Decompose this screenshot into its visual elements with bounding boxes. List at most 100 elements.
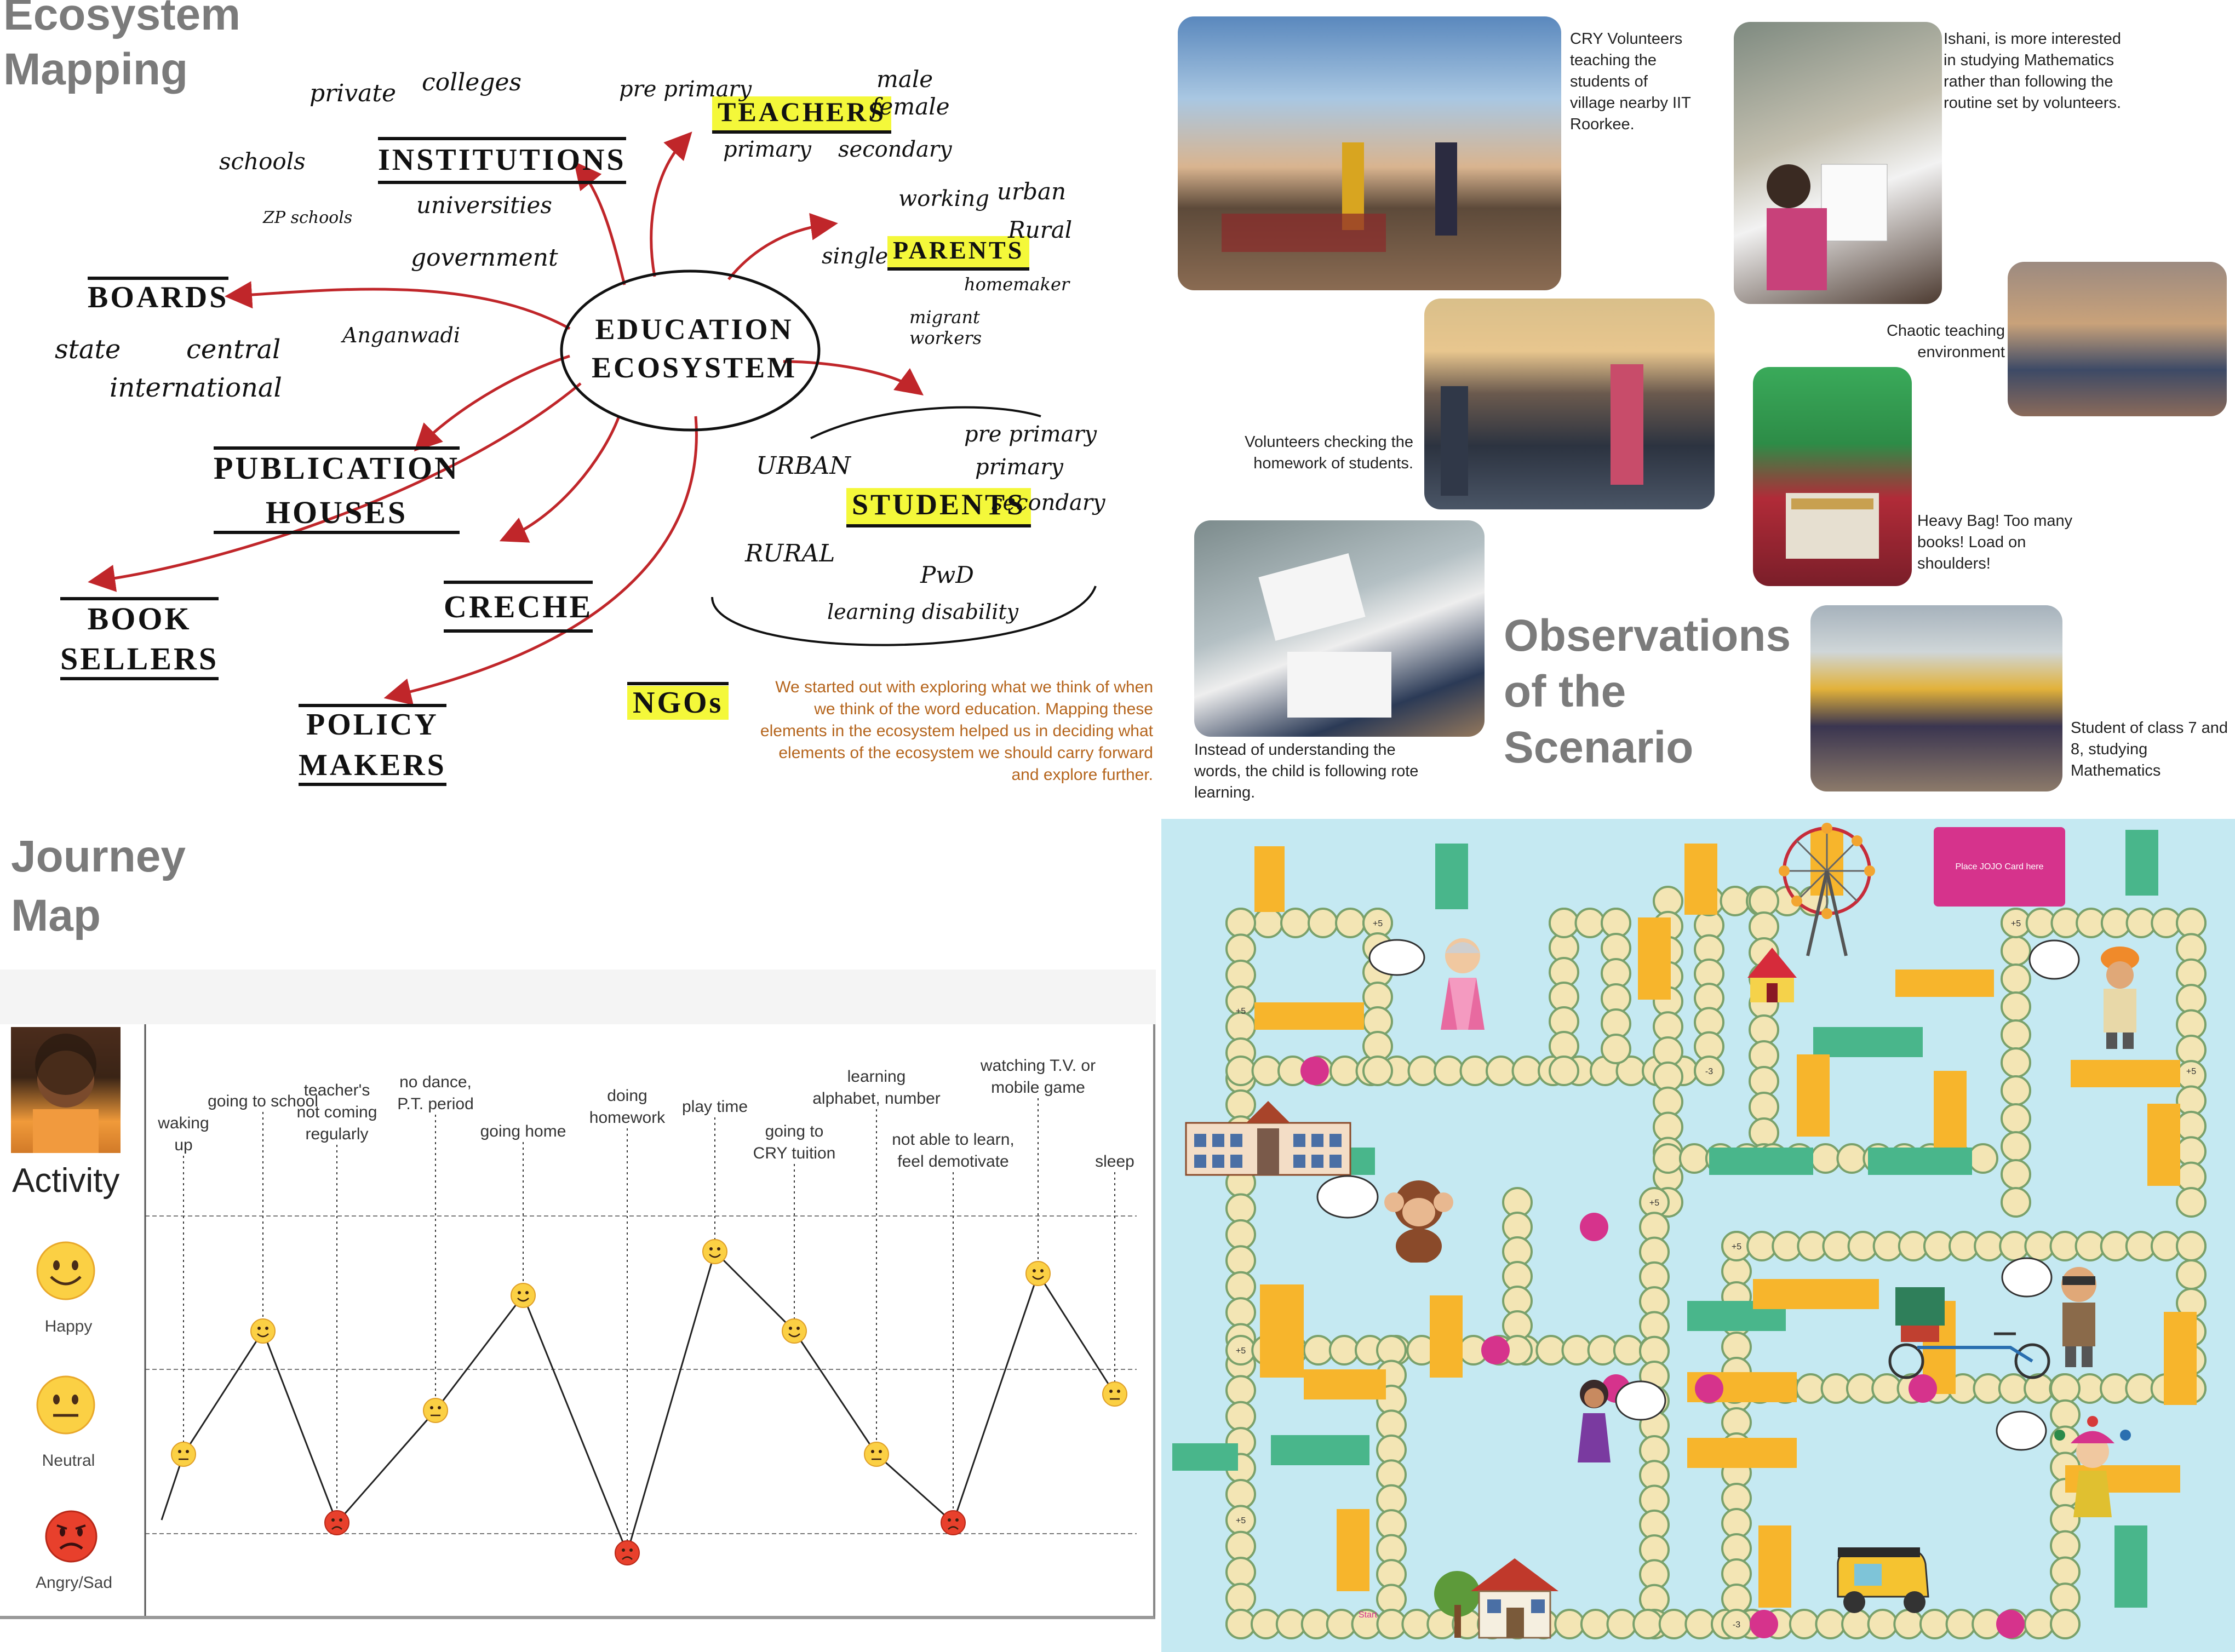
ngos-node: NGOs (627, 682, 729, 720)
board-tile (2001, 1103, 2031, 1134)
board-tile (1329, 1056, 1360, 1086)
parents-homemaker: homemaker (964, 274, 1070, 295)
board-tile (2001, 991, 2031, 1022)
ecosystem-title-line1: Ecosystem (3, 0, 241, 39)
teachers-male: male (876, 66, 933, 93)
board-tile (2050, 1609, 2081, 1639)
boards-state: state (55, 334, 121, 365)
mood-sad-icon (324, 1510, 349, 1535)
ecosystem-title-line2: Mapping (3, 44, 188, 94)
arrow-policy (383, 416, 698, 705)
boards-international: international (110, 372, 282, 403)
game-card (1337, 1509, 1369, 1591)
observations-title-line1: Observations (1504, 611, 1791, 661)
game-card (1895, 970, 1994, 997)
board-tile (1225, 1478, 1256, 1510)
board-tile (1303, 1335, 1334, 1366)
ecosystem-title: Ecosystem Mapping (3, 0, 240, 92)
institutions-universities: universities (416, 192, 552, 219)
photo-rote-learning (1194, 520, 1485, 737)
board-tile (2001, 1159, 2031, 1190)
booksellers-line2: SELLERS (60, 641, 219, 676)
mood-happy-icon (1025, 1261, 1051, 1286)
jojo-card-slot[interactable]: Place JOJO Card here (1934, 827, 2065, 907)
board-tile (1749, 1117, 1779, 1148)
board-tile (1328, 1335, 1360, 1366)
center-node: EDUCATION ECOSYSTEM (592, 312, 797, 385)
special-tile (1909, 1374, 1937, 1403)
board-tile (2001, 1187, 2031, 1218)
board-tile (1225, 1219, 1256, 1250)
board-tile (2050, 1582, 2081, 1614)
board-tile (1945, 1609, 1976, 1639)
activity-label-text: homework (589, 1109, 666, 1127)
board-tile (2176, 1136, 2207, 1167)
game-card (1687, 1438, 1797, 1468)
mood-happy-icon (702, 1239, 727, 1264)
board-tile (1225, 1530, 1256, 1562)
arrow-teachers (650, 131, 692, 277)
board-tile (2001, 936, 2031, 966)
photo-class-7-8 (1810, 605, 2062, 791)
parents-migrant: migrant workers (909, 307, 982, 348)
board-tile (1225, 908, 1256, 938)
game-card (1638, 917, 1671, 1000)
game-card (1868, 1148, 1972, 1175)
caption-ishani: Ishani, is more interested in studying M… (1944, 30, 2122, 112)
tile-value: -3 (1705, 1067, 1713, 1076)
center-line2: ECOSYSTEM (592, 351, 798, 384)
board-tile (1549, 908, 1579, 938)
institutions-schools: schools (219, 148, 306, 175)
mood-line (161, 1250, 1116, 1556)
board-tile (1749, 1040, 1779, 1071)
parents-working: working (898, 186, 989, 211)
legend-happy-label: Happy (44, 1317, 93, 1335)
game-card (1254, 1002, 1364, 1030)
caption-cry-volunteers: CRY Volunteers teaching the students of … (1570, 30, 1691, 133)
board-tile (1253, 908, 1283, 938)
board-tile (1225, 1056, 1256, 1086)
institutions-node: INSTITUTIONS (378, 137, 626, 184)
game-card (1430, 1295, 1463, 1378)
parents-single: single (822, 244, 889, 269)
board-tile (1225, 1582, 1256, 1614)
tile-value: +5 (1236, 1516, 1246, 1525)
board-tile (1225, 1297, 1256, 1328)
board-tile (1678, 1143, 1710, 1174)
parents-rural: Rural (1008, 216, 1073, 243)
circus-tent-icon (1747, 948, 1797, 1002)
game-card (1435, 844, 1468, 909)
institutions-private: private (310, 79, 397, 107)
game-card (1271, 1435, 1369, 1465)
activity-label-text: not coming (297, 1103, 377, 1121)
grandmother-character-icon (1441, 938, 1485, 1030)
students-pwd: PwD (920, 561, 974, 588)
ecosystem-description: We started out with exploring what we th… (760, 678, 1153, 784)
tile-value: +5 (1373, 919, 1383, 928)
board-tile (1749, 886, 1779, 916)
activity-label-text: not able to learn, (892, 1131, 1015, 1149)
board-tile (1795, 1373, 1826, 1404)
institutions-zp: ZP schools (263, 208, 353, 227)
game-card (1684, 844, 1717, 915)
special-tile (1580, 1213, 1608, 1241)
board-tile (2100, 1373, 2131, 1404)
teachers-female: female (871, 93, 950, 120)
board-tile (2176, 933, 2207, 964)
board-tile (1820, 1373, 1852, 1404)
arrow-institutions (574, 161, 626, 285)
caption-class-7-8: Student of class 7 and 8, studying Mathe… (2071, 719, 2228, 779)
tile-value: +5 (2186, 1067, 2196, 1076)
teachers-primary: primary (723, 137, 812, 162)
booksellers-node: BOOK SELLERS (60, 597, 219, 680)
activity-label: Activity (12, 1162, 120, 1200)
policy-line1: POLICY (306, 708, 439, 742)
board-tile (1580, 1609, 1611, 1639)
game-card (1813, 1027, 1923, 1057)
special-tile (1996, 1610, 2025, 1638)
board-tile (1459, 1056, 1491, 1086)
mood-neutral-icon (1102, 1381, 1127, 1407)
activity-avatar (11, 1027, 121, 1153)
caption-rote-learning: Instead of understanding the words, the … (1194, 741, 1419, 801)
board-tile (1574, 908, 1606, 938)
